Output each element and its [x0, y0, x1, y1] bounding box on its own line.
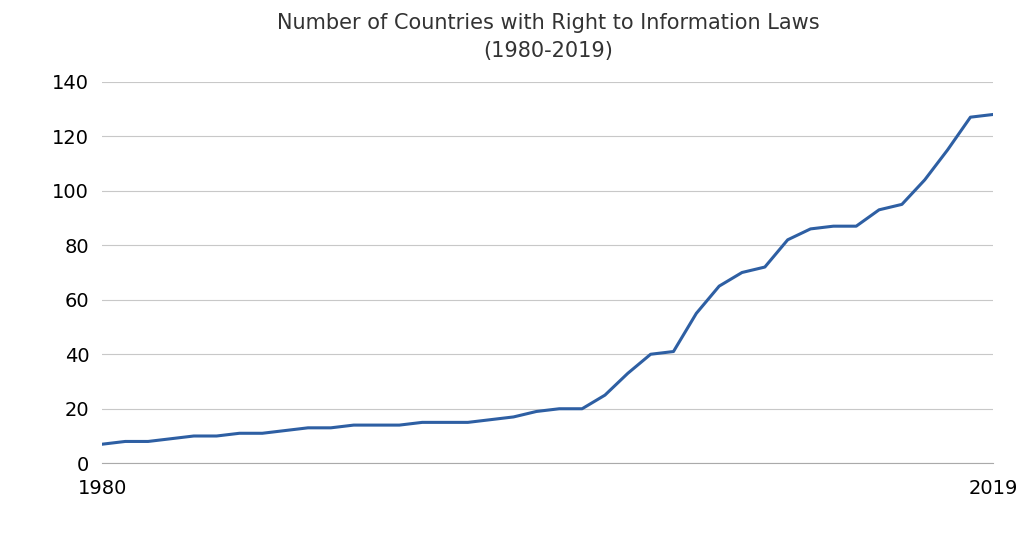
- Title: Number of Countries with Right to Information Laws
(1980-2019): Number of Countries with Right to Inform…: [276, 13, 819, 60]
